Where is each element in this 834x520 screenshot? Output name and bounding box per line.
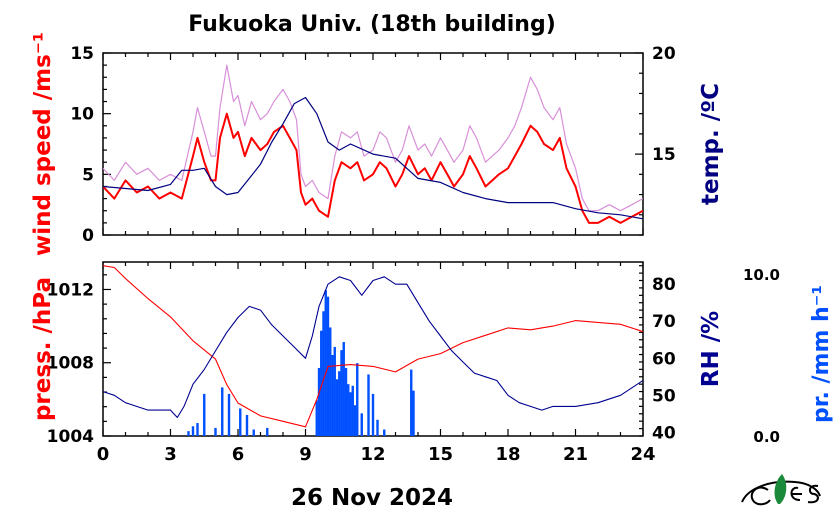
precip-bar: [340, 350, 343, 436]
precip-bar: [324, 290, 327, 436]
precip-bar: [239, 408, 242, 436]
precip-bar: [353, 405, 357, 436]
precip-bar: [266, 427, 269, 436]
precip-bar: [344, 367, 348, 436]
precip-bar: [322, 311, 325, 436]
series-wind-speed: [103, 112, 643, 224]
precip-bar: [356, 363, 359, 436]
y-axis-label-precip: pr. /mm h⁻¹: [809, 285, 834, 423]
y-tick-label-left: 10: [70, 105, 94, 125]
y-tick-label-right: 50: [652, 386, 676, 406]
precip-bar: [342, 342, 345, 436]
ces-logo-e: [790, 486, 802, 501]
x-tick-label: 15: [428, 444, 453, 465]
precip-bar: [331, 355, 334, 436]
y-axis-label-right: temp. /ºC: [698, 83, 724, 205]
series-pressure: [103, 265, 643, 428]
precip-bar: [214, 427, 217, 436]
x-tick-label: 6: [232, 444, 245, 465]
y-tick-label-right: 60: [652, 349, 676, 369]
y-tick-label-left: 0: [82, 226, 94, 246]
y-tick-label-left: 5: [82, 165, 94, 185]
precip-bar: [221, 387, 224, 436]
y-tick-label-precip: 10.0: [743, 266, 780, 284]
precip-bar: [196, 423, 199, 436]
x-axis-label: 26 Nov 2024: [291, 485, 453, 511]
precip-bar: [410, 369, 413, 436]
x-tick-label: 0: [97, 444, 110, 465]
precip-bar: [317, 367, 321, 436]
precip-bar: [349, 392, 352, 436]
precip-bar: [367, 374, 370, 436]
y-tick-label-right: 80: [652, 275, 676, 295]
y-tick-label-right: 20: [652, 44, 676, 64]
y-tick-label-precip: 0.0: [753, 428, 780, 446]
chart-title: Fukuoka Univ. (18th building): [188, 12, 556, 37]
series-humidity: [103, 276, 643, 419]
precip-bar: [329, 327, 332, 436]
y-tick-label-right: 70: [652, 312, 676, 332]
precip-bar: [338, 371, 341, 436]
ces-logo-swoosh: [741, 480, 821, 503]
y-tick-label-left: 1008: [47, 354, 94, 374]
y-axis-label-left: wind speed /ms⁻¹: [30, 32, 56, 256]
precip-bar: [333, 346, 336, 436]
precip-bar: [187, 431, 190, 436]
y-axis-label-right: RH /%: [698, 311, 724, 387]
precip-bar: [351, 385, 354, 436]
ces-logo-s: [807, 484, 819, 504]
precip-bar: [412, 390, 415, 436]
ces-logo-c: [750, 486, 771, 506]
precip-bar: [347, 384, 350, 436]
precip-bar: [315, 400, 318, 436]
ces-logo-icon: [741, 474, 821, 506]
x-tick-label: 21: [563, 444, 588, 465]
plot-area: [103, 265, 643, 436]
y-axis-label-left: press. /hPa: [30, 277, 56, 421]
series-wind-gust: [103, 64, 643, 212]
x-tick-label: 24: [630, 444, 655, 465]
y-tick-label-right: 40: [652, 423, 676, 443]
wind-temperature-panel: 0 5 10 15 15 20 wind speed /ms⁻¹ temp. /ºC: [30, 32, 724, 256]
precip-bar: [203, 393, 206, 436]
x-tick-label: 9: [299, 444, 312, 465]
precip-bar: [376, 419, 379, 436]
plot-area: [103, 64, 643, 224]
y-tick-label-right: 15: [652, 145, 676, 165]
pressure-humidity-precipitation-panel: 0 3 6 9 12 15 18 21 24 1004 1008 1012 40 50 60 70 80 pres…: [30, 261, 834, 465]
precip-bar: [383, 429, 386, 436]
precip-bar: [360, 413, 363, 436]
x-tick-label: 3: [164, 444, 177, 465]
precip-bar: [227, 393, 231, 436]
series-temperature: [103, 96, 643, 220]
y-tick-label-left: 15: [70, 44, 94, 64]
x-tick-label: 12: [360, 444, 385, 465]
precip-bar: [191, 426, 195, 436]
precip-bar: [371, 393, 375, 436]
precip-bar: [335, 379, 339, 436]
precip-bar: [252, 429, 255, 436]
precip-bar: [320, 330, 323, 436]
y-tick-label-left: 1012: [47, 280, 94, 300]
precip-bar: [245, 414, 249, 436]
x-tick-label: 18: [495, 444, 520, 465]
y-tick-label-left: 1004: [47, 427, 94, 447]
ces-logo-leaf: [774, 474, 787, 504]
